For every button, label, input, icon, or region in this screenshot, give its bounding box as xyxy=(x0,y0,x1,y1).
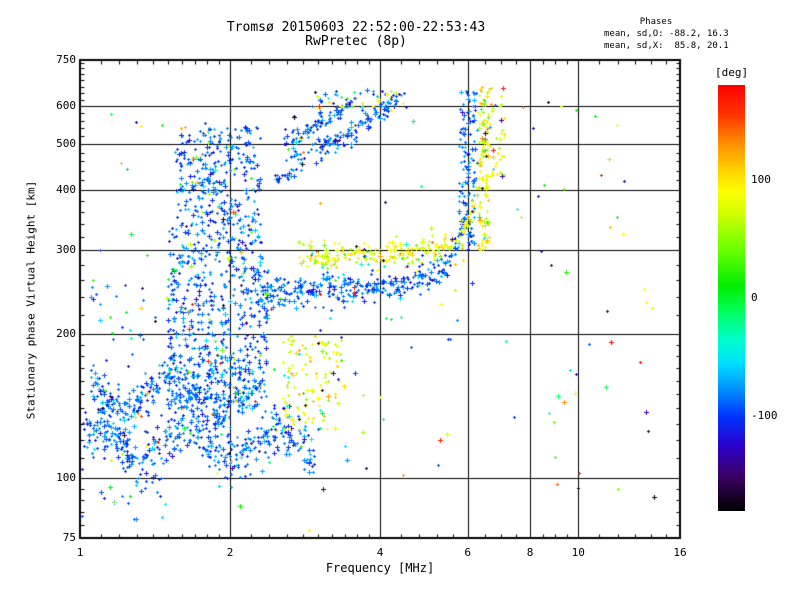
phase-stats-title: Phases xyxy=(639,17,673,27)
y-tick-label: 400 xyxy=(56,183,76,197)
y-tick-label: 300 xyxy=(56,243,76,257)
phase-stats-block: Phases mean, sd,O: -88.2, 16.3 mean, sd,… xyxy=(604,16,729,52)
colorbar-gradient xyxy=(718,85,745,511)
y-tick-label: 750 xyxy=(56,53,76,66)
x-axis-title: Frequency [MHz] xyxy=(325,561,435,575)
y-tick-label: 500 xyxy=(56,137,76,151)
x-tick-label: 6 xyxy=(464,546,472,559)
plot-subtitle: RwPretec (8p) xyxy=(305,34,407,49)
y-axis-title: Stationary phase Virtual Height [km] xyxy=(24,180,38,420)
y-tick-label: 100 xyxy=(56,471,76,485)
y-tick-label: 75 xyxy=(62,531,76,544)
x-tick-label: 2 xyxy=(226,546,234,559)
x-tick-label: 16 xyxy=(673,546,687,559)
colorbar-unit-label: [deg] xyxy=(715,66,749,79)
colorbar-tick-label: -100 xyxy=(751,409,778,423)
x-tick-label: 1 xyxy=(76,546,84,559)
colorbar-tick-label: 0 xyxy=(751,291,758,304)
colorbar-tick-label: 100 xyxy=(751,172,771,186)
x-tick-label: 8 xyxy=(526,546,534,559)
y-tick-label: 200 xyxy=(56,327,76,341)
phase-stats-o-mode: mean, sd,O: -88.2, 16.3 xyxy=(604,29,729,39)
phase-stats-x-mode: mean, sd,X: 85.8, 20.1 xyxy=(604,41,729,51)
y-tick-label: 600 xyxy=(56,99,76,113)
x-tick-label: 10 xyxy=(571,546,585,559)
plot-title: Tromsø 20150603 22:52:00-22:53:43 xyxy=(226,20,486,35)
x-tick-label: 4 xyxy=(376,546,384,559)
